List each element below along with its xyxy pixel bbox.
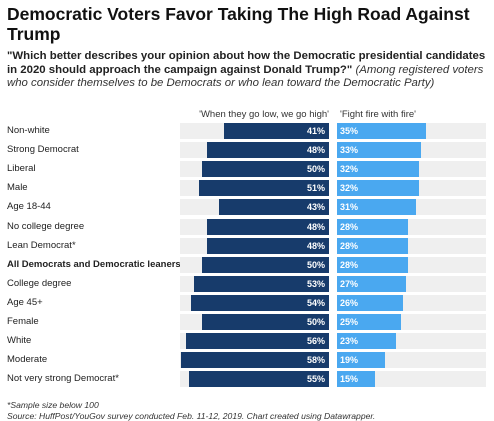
category-label: No college degree bbox=[7, 220, 85, 232]
bar-fight-fire bbox=[337, 237, 409, 254]
bar-fight-fire bbox=[337, 218, 409, 235]
category-label: White bbox=[7, 335, 32, 347]
category-label: Liberal bbox=[7, 163, 36, 175]
value-label-fight-fire: 25% bbox=[340, 317, 359, 327]
value-label-high-road: 50% bbox=[306, 317, 325, 327]
category-label: Not very strong Democrat* bbox=[7, 373, 119, 385]
bar-fight-fire bbox=[337, 256, 409, 273]
chart-subtitle: "Which better describes your opinion abo… bbox=[7, 50, 487, 91]
value-label-high-road: 58% bbox=[306, 355, 325, 366]
bar-high-road bbox=[186, 333, 329, 350]
value-label-fight-fire: 19% bbox=[340, 355, 359, 366]
value-label-high-road: 48% bbox=[306, 145, 325, 156]
footer-note: *Sample size below 100 bbox=[7, 400, 99, 410]
bar-high-road bbox=[206, 142, 329, 159]
value-label-high-road: 48% bbox=[306, 221, 325, 232]
bar-fight-fire bbox=[337, 333, 396, 350]
category-label: Age 45+ bbox=[7, 296, 43, 308]
value-label-fight-fire: 28% bbox=[340, 240, 359, 251]
bar-fight-fire bbox=[337, 199, 417, 216]
value-label-high-road: 43% bbox=[306, 202, 325, 213]
value-label-fight-fire: 33% bbox=[340, 145, 359, 156]
category-label: Moderate bbox=[7, 354, 48, 366]
category-label: Age 18-44 bbox=[7, 201, 51, 213]
value-label-high-road: 50% bbox=[306, 259, 325, 270]
bar-fight-fire bbox=[337, 142, 422, 159]
value-label-fight-fire: 28% bbox=[340, 259, 359, 270]
category-label: All Democrats and Democratic leaners bbox=[7, 258, 181, 270]
value-label-fight-fire: 32% bbox=[340, 183, 359, 194]
bar-high-road bbox=[181, 352, 329, 369]
column-header-fight-fire: 'Fight fire with fire' bbox=[340, 109, 416, 120]
bar-fight-fire bbox=[337, 275, 406, 292]
category-label: Non-white bbox=[7, 125, 50, 136]
bar-high-road bbox=[224, 123, 329, 139]
value-label-fight-fire: 35% bbox=[340, 126, 359, 136]
value-label-high-road: 48% bbox=[306, 240, 325, 251]
chart-title: Democratic Voters Favor Taking The High … bbox=[7, 4, 470, 44]
value-label-high-road: 56% bbox=[306, 336, 325, 347]
bar-high-road bbox=[219, 199, 329, 216]
bar-fight-fire bbox=[337, 180, 419, 197]
category-label: Male bbox=[7, 182, 28, 194]
value-label-fight-fire: 15% bbox=[340, 374, 359, 385]
value-label-high-road: 51% bbox=[306, 183, 325, 194]
bar-high-road bbox=[198, 180, 329, 197]
bar-high-road bbox=[206, 218, 329, 235]
bar-fight-fire bbox=[337, 314, 401, 330]
bar-high-road bbox=[191, 294, 329, 311]
value-label-high-road: 41% bbox=[306, 126, 325, 136]
value-label-fight-fire: 32% bbox=[340, 164, 359, 175]
category-label: Strong Democrat bbox=[7, 144, 79, 156]
subtitle-note: (Among registered voters who consider th… bbox=[7, 63, 484, 90]
value-label-fight-fire: 31% bbox=[340, 202, 359, 213]
category-label: Lean Democrat* bbox=[7, 239, 76, 251]
bar-high-road bbox=[188, 371, 329, 388]
value-label-fight-fire: 27% bbox=[340, 278, 359, 289]
value-label-fight-fire: 28% bbox=[340, 221, 359, 232]
value-label-high-road: 54% bbox=[306, 297, 325, 308]
bar-fight-fire bbox=[337, 352, 386, 369]
value-label-high-road: 55% bbox=[306, 374, 325, 385]
bar-fight-fire bbox=[337, 371, 376, 388]
column-header-high-road: 'When they go low, we go high' bbox=[199, 109, 329, 120]
value-label-high-road: 50% bbox=[306, 164, 325, 175]
bar-high-road bbox=[201, 161, 329, 178]
bar-high-road bbox=[201, 314, 329, 330]
bar-fight-fire bbox=[337, 294, 404, 311]
value-label-fight-fire: 26% bbox=[340, 297, 359, 308]
category-label: College degree bbox=[7, 277, 72, 289]
bar-high-road bbox=[206, 237, 329, 254]
bar-high-road bbox=[193, 275, 329, 292]
bar-high-road bbox=[201, 256, 329, 273]
value-label-fight-fire: 23% bbox=[340, 336, 359, 347]
value-label-high-road: 53% bbox=[306, 278, 325, 289]
bar-fight-fire bbox=[337, 161, 419, 178]
category-label: Female bbox=[7, 316, 39, 327]
footer-source: Source: HuffPost/YouGov survey conducted… bbox=[7, 410, 376, 421]
bar-fight-fire bbox=[337, 123, 427, 139]
chart-footer: *Sample size below 100 Source: HuffPost/… bbox=[7, 400, 487, 421]
subtitle-question: "Which better describes your opinion abo… bbox=[7, 50, 486, 76]
